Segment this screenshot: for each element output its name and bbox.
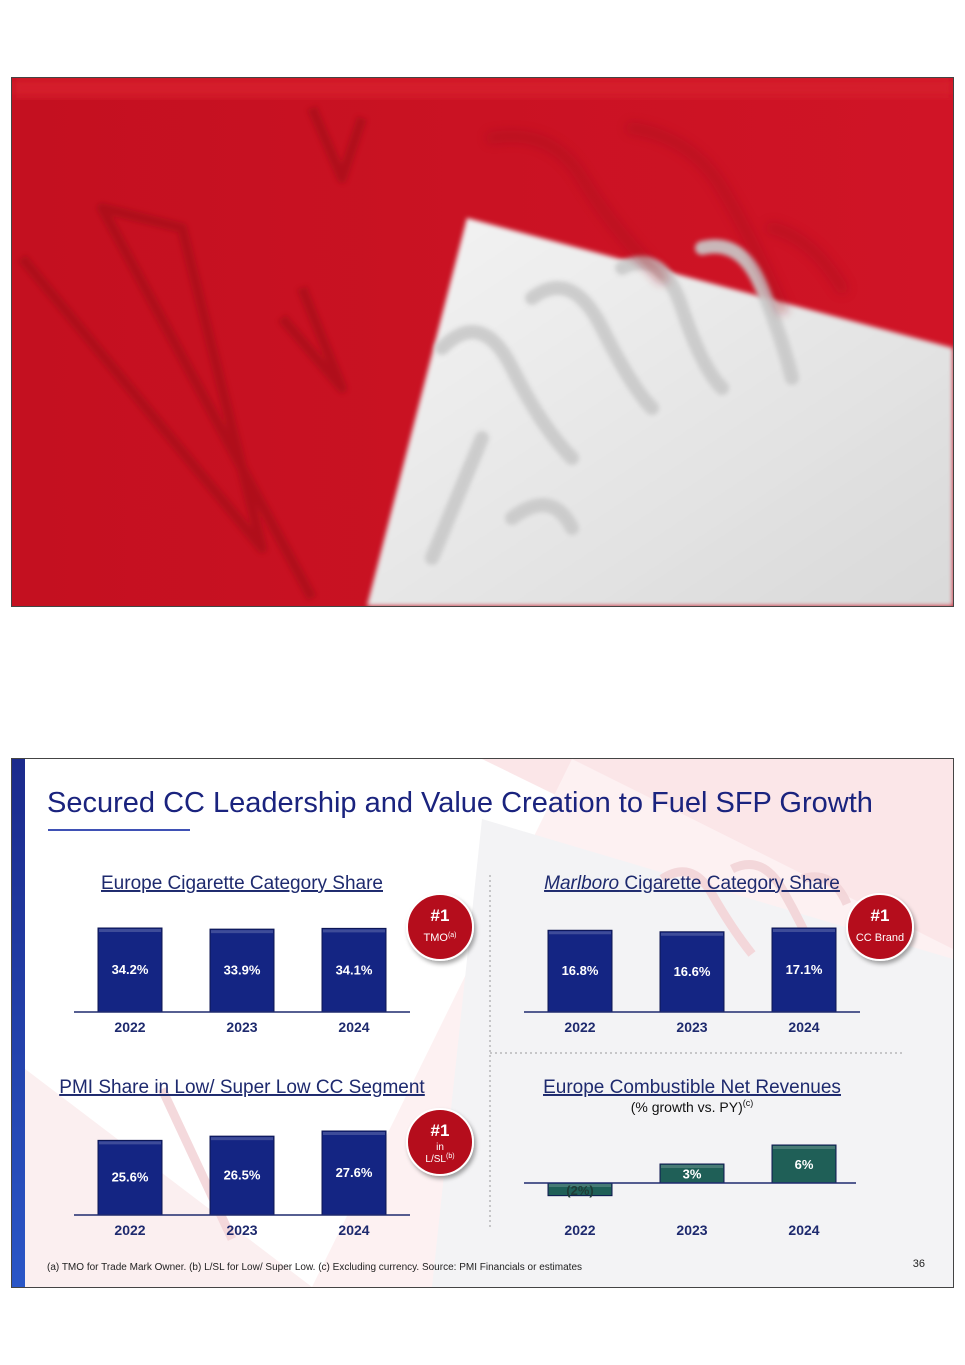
bar-2022	[97, 1139, 163, 1216]
bar-highlight	[211, 1137, 273, 1141]
badge-line1: in	[436, 1142, 444, 1153]
category-label: 2023	[226, 1019, 257, 1035]
data-label: 34.1%	[336, 962, 373, 977]
slide-title: Secured CC Leadership and Value Creation…	[47, 787, 873, 819]
data-label: 6%	[795, 1157, 814, 1172]
growth-bar-2024	[771, 1144, 837, 1184]
bar-highlight	[549, 1184, 611, 1187]
page-number: 36	[912, 1258, 925, 1270]
category-label: 2023	[226, 1222, 257, 1238]
bar-highlight	[549, 931, 611, 935]
bar-highlight	[773, 929, 835, 932]
chart-panel-4: Europe Combustible Net Revenues(% growth…	[524, 1077, 856, 1238]
chart-panel-3: PMI Share in Low/ Super Low CC Segment 25…	[59, 1077, 474, 1238]
bar-highlight	[99, 929, 161, 932]
bar-2024	[321, 1130, 387, 1216]
chart-title: Europe Cigarette Category Share	[101, 873, 383, 894]
bar-highlight	[661, 1165, 723, 1168]
marlboro-pack-photo	[11, 77, 954, 607]
chart-panel-2: Marlboro Cigarette Category Share 16.8% 20…	[524, 873, 914, 1035]
category-label: 2023	[676, 1019, 707, 1035]
bar-highlight	[211, 930, 273, 934]
category-label: 2022	[564, 1222, 595, 1238]
bar-highlight	[661, 932, 723, 936]
data-label: 33.9%	[224, 963, 261, 978]
bar-highlight	[323, 929, 385, 933]
data-label: 3%	[683, 1167, 702, 1182]
accent-bar	[12, 759, 25, 1287]
rank-badge: #1 TMO(a)	[406, 893, 474, 961]
data-label: 27.6%	[336, 1165, 373, 1180]
category-label: 2023	[676, 1222, 707, 1238]
bar-2023	[209, 928, 275, 1013]
category-label: 2024	[788, 1019, 819, 1035]
category-label: 2024	[338, 1222, 369, 1238]
chart-subtitle: (% growth vs. PY)(c)	[631, 1098, 754, 1115]
rank-badge: #1 inL/SL(b)	[406, 1108, 474, 1176]
data-label: 25.6%	[112, 1169, 149, 1184]
badge-rank: #1	[431, 906, 450, 925]
bar-2022	[97, 927, 163, 1013]
category-label: 2024	[788, 1222, 819, 1238]
data-label: 16.8%	[562, 963, 599, 978]
data-label: (2%)	[566, 1183, 593, 1198]
data-label: 34.2%	[112, 962, 149, 977]
footnote: (a) TMO for Trade Mark Owner. (b) L/SL f…	[47, 1262, 583, 1273]
badge-line1: CC Brand	[856, 932, 904, 944]
data-label: 16.6%	[674, 964, 711, 979]
bar-highlight	[323, 1132, 385, 1135]
rank-badge: #1 CC Brand	[846, 893, 914, 961]
badge-line2: L/SL(b)	[425, 1153, 454, 1165]
category-label: 2022	[114, 1019, 145, 1035]
title-underline	[48, 829, 190, 831]
slide-cc-leadership: Secured CC Leadership and Value Creation…	[11, 758, 954, 1288]
bar-highlight	[99, 1141, 161, 1145]
badge-rank: #1	[871, 906, 890, 925]
category-label: 2024	[338, 1019, 369, 1035]
bar-2023	[209, 1135, 275, 1216]
chart-panel-1: Europe Cigarette Category Share 34.2% 2022…	[74, 873, 474, 1035]
badge-circle	[846, 893, 914, 961]
data-label: 17.1%	[786, 962, 823, 977]
badge-circle	[406, 893, 474, 961]
bar-2024	[771, 927, 837, 1013]
badge-rank: #1	[431, 1121, 450, 1140]
category-label: 2022	[114, 1222, 145, 1238]
category-label: 2022	[564, 1019, 595, 1035]
chart-title: Europe Combustible Net Revenues	[543, 1077, 841, 1098]
chart-title: PMI Share in Low/ Super Low CC Segment	[59, 1077, 425, 1098]
charts-panel: Europe Cigarette Category Share 34.2% 2022…	[59, 873, 914, 1238]
bar-2023	[659, 931, 725, 1013]
badge-line1: TMO(a)	[423, 932, 456, 944]
chart-title: Marlboro Cigarette Category Share	[544, 873, 840, 894]
data-label: 26.5%	[224, 1168, 261, 1183]
badge-circle	[406, 1108, 474, 1176]
bar-highlight	[773, 1146, 835, 1149]
